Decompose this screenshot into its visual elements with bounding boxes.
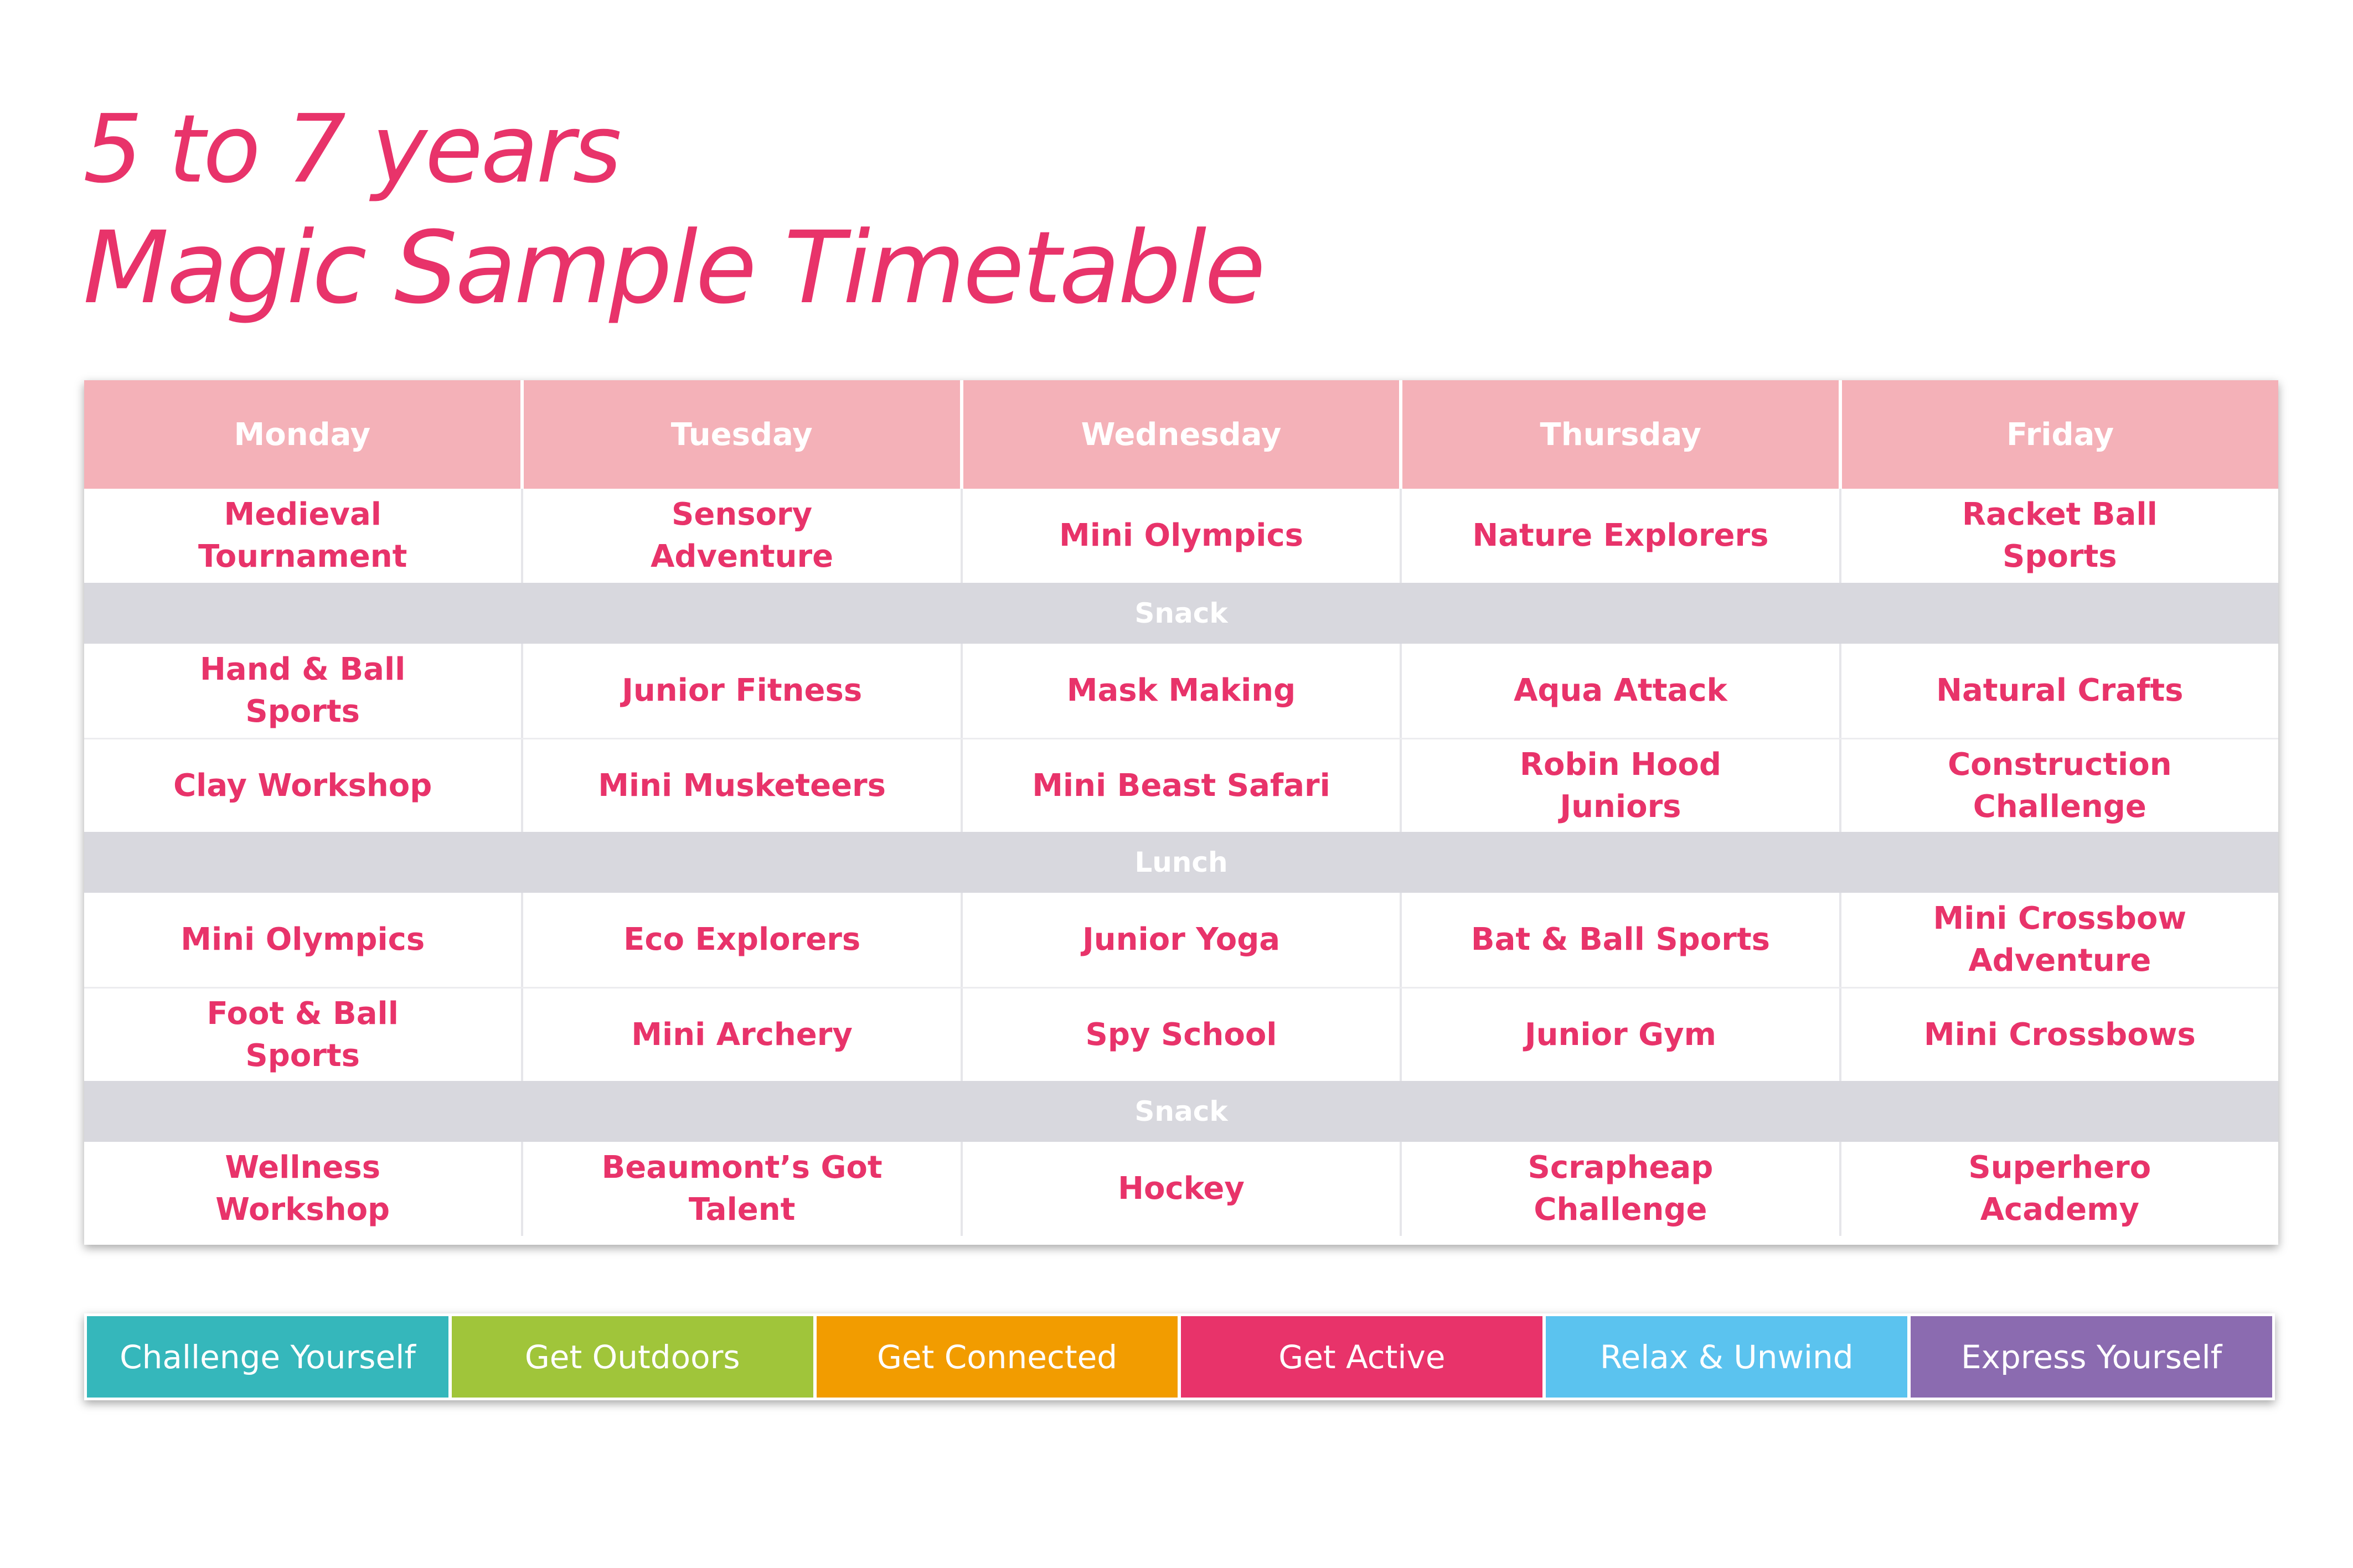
activity-cell: Mini Olympics xyxy=(84,893,524,987)
activity-cell: Mask Making xyxy=(963,644,1402,738)
legend-item-express-yourself: Express Yourself xyxy=(1911,1316,2272,1398)
activity-label: Wellness Workshop xyxy=(215,1150,390,1228)
activity-label: Beaumont’s Got Talent xyxy=(601,1150,883,1228)
legend-item-relax-unwind: Relax & Unwind xyxy=(1546,1316,1908,1398)
page-title: Magic Sample Timetable xyxy=(83,210,1266,326)
activity-cell: Medieval Tournament xyxy=(84,489,524,583)
activity-cell: Spy School xyxy=(963,989,1402,1081)
break-row-snack: Snack xyxy=(84,583,2278,644)
session-row: Hand & Ball Sports Junior Fitness Mask M… xyxy=(84,644,2278,738)
day-header-wednesday: Wednesday xyxy=(963,380,1403,489)
activity-label: Mini Crossbows xyxy=(1923,1016,2196,1053)
activity-cell: Junior Yoga xyxy=(963,893,1402,987)
activity-cell: Clay Workshop xyxy=(84,739,524,832)
activity-label: Mask Making xyxy=(1066,672,1296,708)
break-row-lunch: Lunch xyxy=(84,832,2278,893)
activity-cell: Eco Explorers xyxy=(523,893,963,987)
legend-item-get-connected: Get Connected xyxy=(816,1316,1178,1398)
activity-label: Clay Workshop xyxy=(173,767,432,804)
activity-label: Natural Crafts xyxy=(1936,672,2184,708)
session-row: Wellness Workshop Beaumont’s Got Talent … xyxy=(84,1142,2278,1236)
activity-label: Junior Fitness xyxy=(622,672,863,708)
legend-item-challenge-yourself: Challenge Yourself xyxy=(87,1316,448,1398)
legend-item-get-outdoors: Get Outdoors xyxy=(451,1316,813,1398)
break-row-snack: Snack xyxy=(84,1081,2278,1142)
day-header-monday: Monday xyxy=(84,380,524,489)
break-label: Snack xyxy=(1134,597,1228,629)
activity-cell: Hand & Ball Sports xyxy=(84,644,524,738)
activity-cell: Sensory Adventure xyxy=(523,489,963,583)
legend-item-get-active: Get Active xyxy=(1181,1316,1543,1398)
activity-cell: Foot & Ball Sports xyxy=(84,989,524,1081)
category-legend: Challenge Yourself Get Outdoors Get Conn… xyxy=(84,1313,2275,1400)
day-header-tuesday: Tuesday xyxy=(523,380,963,489)
activity-label: Medieval Tournament xyxy=(198,496,407,575)
activity-cell: Robin Hood Juniors xyxy=(1402,739,1841,832)
activity-cell: Aqua Attack xyxy=(1402,644,1841,738)
activity-label: Foot & Ball Sports xyxy=(207,995,399,1074)
activity-cell: Mini Musketeers xyxy=(523,739,963,832)
day-header-friday: Friday xyxy=(1842,380,2278,489)
activity-cell: Scrapheap Challenge xyxy=(1402,1142,1841,1236)
activity-cell: Mini Olympics xyxy=(963,489,1402,583)
activity-label: Bat & Ball Sports xyxy=(1470,922,1770,958)
activity-label: Junior Yoga xyxy=(1082,922,1281,958)
session-row: Medieval Tournament Sensory Adventure Mi… xyxy=(84,489,2278,583)
break-label: Snack xyxy=(1134,1095,1228,1127)
activity-label: Scrapheap Challenge xyxy=(1528,1150,1714,1228)
day-header-thursday: Thursday xyxy=(1402,380,1843,489)
activity-cell: Superhero Academy xyxy=(1841,1142,2278,1236)
activity-cell: Junior Fitness xyxy=(523,644,963,738)
activity-cell: Junior Gym xyxy=(1402,989,1841,1081)
activity-label: Superhero Academy xyxy=(1968,1150,2151,1228)
session-row: Foot & Ball Sports Mini Archery Spy Scho… xyxy=(84,987,2278,1081)
activity-label: Racket Ball Sports xyxy=(1962,496,2158,575)
activity-label: Mini Archery xyxy=(631,1016,853,1053)
activity-label: Junior Gym xyxy=(1524,1016,1716,1053)
activity-cell: Nature Explorers xyxy=(1402,489,1841,583)
activity-cell: Construction Challenge xyxy=(1841,739,2278,832)
activity-label: Aqua Attack xyxy=(1514,672,1727,708)
session-row: Clay Workshop Mini Musketeers Mini Beast… xyxy=(84,738,2278,832)
activity-label: Spy School xyxy=(1085,1016,1277,1053)
activity-cell: Mini Crossbows xyxy=(1841,989,2278,1081)
activity-cell: Bat & Ball Sports xyxy=(1402,893,1841,987)
timetable: Monday Tuesday Wednesday Thursday Friday… xyxy=(84,380,2278,1245)
activity-cell: Racket Ball Sports xyxy=(1841,489,2278,583)
activity-label: Mini Beast Safari xyxy=(1032,767,1330,804)
activity-label: Mini Crossbow Adventure xyxy=(1933,901,2187,979)
activity-cell: Mini Archery xyxy=(523,989,963,1081)
activity-cell: Mini Beast Safari xyxy=(963,739,1402,832)
activity-label: Mini Olympics xyxy=(180,922,425,958)
session-row: Mini Olympics Eco Explorers Junior Yoga … xyxy=(84,893,2278,987)
activity-label: Hand & Ball Sports xyxy=(200,651,406,729)
activity-cell: Wellness Workshop xyxy=(84,1142,524,1236)
activity-label: Nature Explorers xyxy=(1472,518,1769,553)
break-label: Lunch xyxy=(1134,846,1228,878)
activity-label: Mini Olympics xyxy=(1059,518,1303,553)
activity-cell: Mini Crossbow Adventure xyxy=(1841,893,2278,987)
title-age-range: 5 to 7 years xyxy=(83,95,622,204)
activity-label: Hockey xyxy=(1118,1171,1245,1207)
header-row: Monday Tuesday Wednesday Thursday Friday xyxy=(84,380,2278,489)
activity-label: Construction Challenge xyxy=(1948,746,2172,825)
activity-cell: Beaumont’s Got Talent xyxy=(523,1142,963,1236)
activity-cell: Hockey xyxy=(963,1142,1402,1236)
activity-cell: Natural Crafts xyxy=(1841,644,2278,738)
activity-label: Sensory Adventure xyxy=(651,496,834,575)
activity-label: Robin Hood Juniors xyxy=(1519,746,1721,825)
activity-label: Eco Explorers xyxy=(623,922,861,958)
activity-label: Mini Musketeers xyxy=(598,767,886,804)
